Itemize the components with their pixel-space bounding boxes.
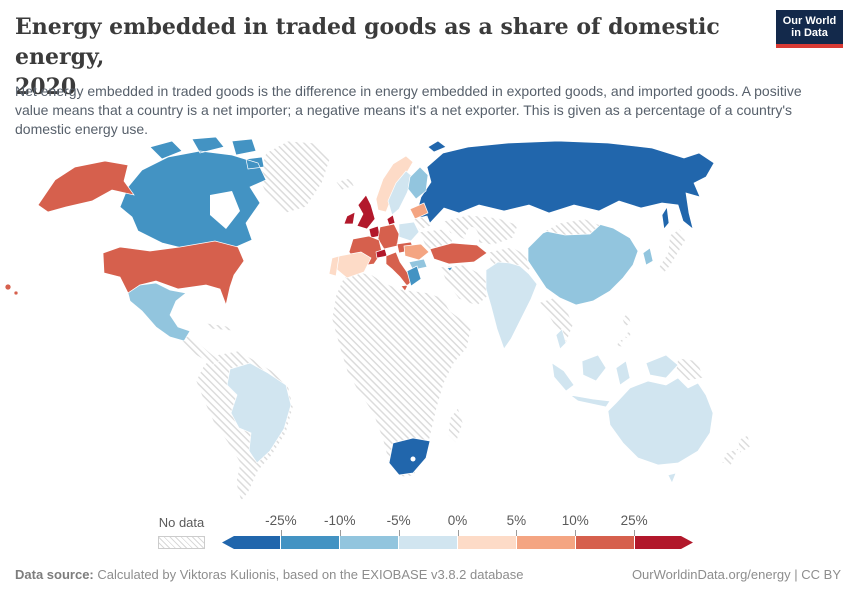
country-iceland[interactable] — [335, 177, 355, 191]
lesotho-enclave — [410, 456, 416, 462]
legend-segment[interactable] — [458, 536, 517, 549]
country-kazakhstan-central-asia[interactable] — [443, 214, 519, 246]
legend-tick-label: 10% — [561, 513, 589, 528]
data-source-text: Data source: Calculated by Viktoras Kuli… — [15, 567, 524, 582]
country-ireland[interactable] — [343, 211, 356, 225]
country-norway[interactable] — [375, 155, 414, 213]
legend-no-data-label: No data — [158, 515, 205, 530]
country-madagascar[interactable] — [447, 407, 464, 444]
country-denmark[interactable] — [386, 214, 396, 226]
footer: Data source: Calculated by Viktoras Kuli… — [15, 567, 841, 582]
country-central-america[interactable] — [177, 332, 221, 366]
legend-tick-label: -5% — [386, 513, 411, 528]
country-brazil[interactable] — [226, 362, 292, 464]
owid-logo-line1: Our World — [782, 14, 837, 27]
legend-tick-label: -10% — [323, 513, 356, 528]
owid-logo[interactable]: Our World in Data — [776, 10, 843, 48]
country-mexico[interactable] — [127, 282, 191, 342]
country-turkey[interactable] — [429, 242, 488, 265]
country-belarus[interactable] — [413, 215, 432, 231]
country-new-zealand[interactable] — [721, 434, 751, 466]
chart-title: Energy embedded in traded goods as a sha… — [15, 12, 760, 102]
legend-segment[interactable] — [281, 536, 340, 549]
legend-tick-label: 5% — [506, 513, 527, 528]
data-source-label: Data source: — [15, 567, 94, 582]
country-rest-of-africa[interactable] — [331, 271, 472, 478]
legend-segment[interactable] — [222, 536, 281, 549]
legend-segment[interactable] — [635, 536, 693, 549]
world-map — [0, 135, 850, 510]
legend-segment[interactable] — [576, 536, 635, 549]
country-cyprus[interactable] — [446, 266, 454, 272]
country-middle-east[interactable] — [439, 264, 495, 307]
country-japan[interactable] — [658, 228, 687, 275]
country-mainland-southeast-asia[interactable] — [537, 297, 574, 344]
country-south-africa[interactable] — [388, 437, 431, 476]
country-russia[interactable] — [415, 140, 715, 230]
country-india[interactable] — [485, 261, 538, 350]
country-greenland[interactable] — [257, 140, 331, 214]
country-mongolia[interactable] — [543, 218, 601, 236]
legend-segment[interactable] — [399, 536, 458, 549]
world-map-svg — [4, 136, 751, 502]
owid-link[interactable]: OurWorldinData.org/energy | CC BY — [631, 567, 841, 582]
country-canada[interactable] — [119, 136, 267, 261]
legend-tick-label: -25% — [265, 513, 297, 528]
country-australia[interactable] — [607, 377, 714, 484]
chart-title-year: 2020 — [15, 74, 77, 100]
legend-no-data-swatch[interactable] — [158, 536, 205, 549]
legend-tick-label: 25% — [620, 513, 648, 528]
country-south-korea[interactable] — [642, 247, 654, 266]
country-hungary-romania[interactable] — [403, 243, 430, 261]
country-portugal[interactable] — [328, 255, 340, 277]
data-source-value: Calculated by Viktoras Kulionis, based o… — [93, 567, 524, 582]
country-united-kingdom[interactable] — [356, 194, 376, 230]
legend-segment[interactable] — [340, 536, 399, 549]
hudson-bay-water — [210, 191, 240, 229]
country-baltic-states[interactable] — [409, 202, 429, 220]
country-hawaii[interactable] — [4, 283, 12, 291]
chart-title-line1: Energy embedded in traded goods as a sha… — [15, 14, 720, 70]
country-alaska[interactable] — [37, 160, 135, 213]
country-bulgaria[interactable] — [408, 258, 428, 271]
legend: No data -25% -10% -5% 0% 5% 10% 25% — [0, 510, 850, 555]
country-finland[interactable] — [407, 166, 429, 200]
legend-tick-label: 0% — [447, 513, 468, 528]
country-italy[interactable] — [385, 251, 413, 292]
legend-color-bar — [222, 536, 693, 549]
legend-segment[interactable] — [517, 536, 576, 549]
country-philippines[interactable] — [616, 312, 632, 348]
country-greece[interactable] — [406, 265, 422, 287]
country-caribbean[interactable] — [205, 322, 235, 332]
chart-subtitle: Net energy embedded in traded goods is t… — [15, 83, 802, 137]
country-poland[interactable] — [398, 221, 420, 242]
country-indonesia[interactable] — [551, 328, 679, 408]
owid-logo-line2: in Data — [791, 27, 828, 39]
country-hawaii-2[interactable] — [13, 290, 19, 296]
country-papua-new-guinea[interactable] — [675, 357, 704, 382]
country-germany[interactable] — [377, 223, 400, 250]
